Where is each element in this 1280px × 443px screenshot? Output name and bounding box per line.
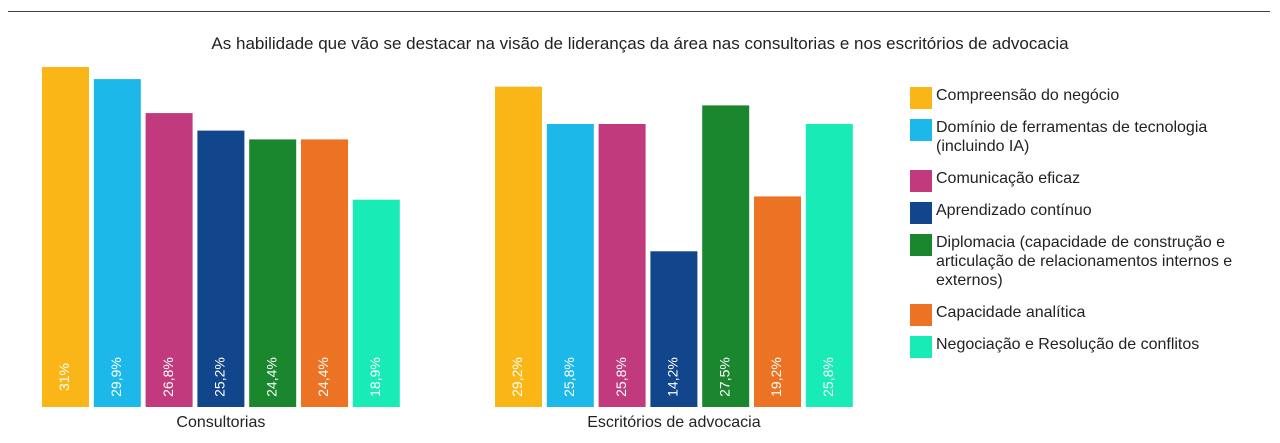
bar-value-label: 24,4% [315, 357, 331, 397]
bar [650, 251, 698, 407]
bar [145, 113, 193, 407]
bar [598, 124, 646, 407]
legend-label: Aprendizado contínuo [936, 202, 1092, 219]
bar-value-label: 25,2% [212, 357, 228, 397]
legend-swatch [910, 304, 932, 326]
legend-swatch [910, 170, 932, 192]
legend-item: Comunicação eficaz [910, 169, 1270, 192]
bar [42, 67, 89, 407]
legend-swatch [910, 119, 932, 141]
bar-value-label: 14,2% [665, 357, 681, 397]
legend-swatch [910, 336, 932, 358]
bar [702, 105, 750, 408]
top-divider [8, 11, 1270, 12]
bar-value-label: 27,5% [716, 357, 732, 397]
legend-item: Negociação e Resolução de conflitos [910, 335, 1270, 358]
legend-label: Capacidade analítica [936, 304, 1086, 321]
legend-item: Diplomacia (capacidade de construção e a… [910, 233, 1270, 290]
bar [301, 139, 348, 407]
bar [249, 139, 297, 407]
legend-label: Comunicação eficaz [936, 170, 1081, 187]
legend-swatch [910, 234, 932, 256]
chart-legend: Compreensão do negócio Domínio de ferrame… [910, 86, 1270, 367]
legend-item: Aprendizado contínuo [910, 201, 1270, 224]
legend-label: Domínio de ferramentas de tecnologia (in… [936, 119, 1208, 155]
bar [352, 199, 400, 407]
legend-label: Negociação e Resolução de conflitos [936, 336, 1200, 353]
bar-chart: 31% 29,9% 26,8% 25,2% 24,4% 24,4% 18,9% Consult… [42, 67, 853, 431]
bar-value-label: 25,8% [613, 357, 629, 397]
chart-title: As habilidade que vão se destacar na vis… [211, 34, 1069, 53]
bar-value-label: 31% [56, 363, 72, 391]
group-label: Escritórios de advocacia [587, 414, 761, 431]
legend-item: Domínio de ferramentas de tecnologia (in… [910, 118, 1270, 156]
bar-value-label: 18,9% [367, 357, 383, 397]
bar-value-label: 25,8% [561, 357, 577, 397]
bar [754, 196, 801, 407]
legend-label: Diplomacia (capacidade de construção e a… [936, 234, 1233, 289]
bar-value-label: 25,8% [820, 357, 836, 397]
bar-value-label: 26,8% [160, 357, 176, 397]
legend-item: Compreensão do negócio [910, 86, 1270, 109]
legend-label: Compreensão do negócio [936, 87, 1120, 104]
bar [93, 79, 141, 407]
legend-item: Capacidade analítica [910, 303, 1270, 326]
bar-value-label: 29,2% [509, 357, 525, 397]
bar-value-label: 29,9% [108, 357, 124, 397]
bar [495, 86, 542, 407]
bar [546, 124, 594, 407]
bar-value-label: 19,2% [768, 357, 784, 397]
bar-value-label: 24,4% [263, 357, 279, 397]
bar [197, 130, 245, 407]
bar [805, 124, 853, 407]
legend-swatch [910, 202, 932, 224]
group-label: Consultorias [176, 414, 265, 431]
legend-swatch [910, 87, 932, 109]
